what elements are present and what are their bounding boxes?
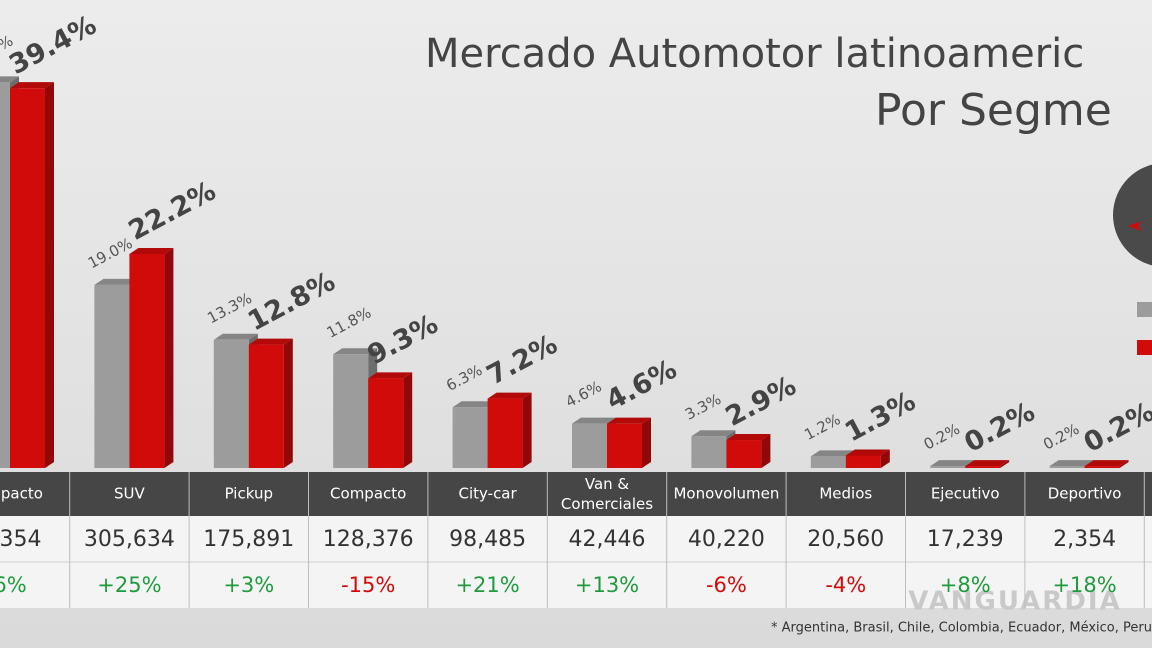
bar [333, 354, 369, 468]
bar-top [1084, 460, 1129, 467]
category-label: Deportivo [1048, 485, 1122, 503]
category-label: Compacto [330, 485, 406, 503]
change-cell: +3% [223, 573, 274, 597]
logo-circle [1113, 164, 1152, 266]
bar-top [452, 401, 497, 408]
change-cell: +13% [575, 573, 639, 597]
bar-side [522, 392, 532, 468]
bar-top [1049, 460, 1094, 467]
change-cell: -6% [706, 573, 747, 597]
bar [572, 423, 607, 468]
bar [94, 284, 130, 468]
category-label: ompacto [0, 485, 43, 503]
change-cell: 6% [0, 573, 27, 597]
bar-side [761, 434, 771, 468]
units-cell: 20,560 [807, 527, 884, 552]
change-cell: +21% [455, 573, 519, 597]
bar [0, 82, 10, 469]
change-cell: +25% [97, 573, 161, 597]
units-cell: 2,354 [1053, 527, 1116, 552]
change-cell: -15% [341, 573, 395, 597]
footnote: * Argentina, Brasil, Chile, Colombia, Ec… [771, 621, 1152, 636]
bar-side [880, 449, 890, 468]
bar [10, 88, 45, 469]
change-cell: -4% [825, 573, 866, 597]
bar-top [248, 338, 293, 345]
bar-top [810, 450, 855, 457]
bar [607, 423, 642, 468]
bar [726, 440, 762, 468]
bar-side [283, 338, 293, 468]
bar [452, 407, 488, 468]
bar-side [45, 82, 54, 469]
units-cell: 2,354 [0, 527, 41, 552]
category-label: Monovolumen [673, 485, 779, 503]
change-cell: +8% [940, 573, 991, 597]
bar-top [129, 247, 174, 254]
units-cell: 17,239 [927, 527, 1004, 552]
bar-top [487, 392, 532, 399]
bar [129, 253, 165, 468]
bar [248, 344, 284, 468]
bar-top [691, 430, 736, 437]
bar-side [642, 417, 651, 468]
bar-side [1000, 460, 1010, 468]
bar [691, 436, 727, 468]
category-label: Medios [819, 485, 872, 503]
units-cell: 42,446 [569, 527, 646, 552]
units-cell: 40,220 [688, 527, 765, 552]
category-label: Ejecutivo [931, 485, 1000, 503]
category-label: Van & Comerciales [561, 475, 653, 513]
bar-top [333, 348, 378, 355]
category-line: Van & [585, 475, 630, 493]
bar [930, 466, 966, 468]
bar-top [94, 278, 139, 285]
units-cell: 128,376 [323, 527, 414, 552]
bar [213, 339, 249, 468]
bar [487, 398, 523, 468]
bar [1084, 466, 1120, 468]
category-label: SUV [114, 485, 146, 503]
units-cell: 98,485 [449, 527, 526, 552]
units-cell: 175,891 [203, 527, 294, 552]
bar [810, 456, 846, 468]
bar-top [368, 372, 413, 379]
bar-top [607, 417, 651, 424]
bar [1049, 466, 1085, 468]
bar-top [726, 434, 771, 441]
logo-mark [1128, 221, 1142, 231]
category-line: Comerciales [561, 495, 653, 513]
bar-top [213, 333, 258, 340]
legend-swatch [1137, 340, 1152, 355]
units-cell: 305,634 [84, 527, 175, 552]
chart-subtitle: Por Segme [875, 85, 1112, 136]
change-cell: +18% [1052, 573, 1116, 597]
category-label: Pickup [225, 485, 273, 503]
bar-top [10, 82, 54, 89]
bar [845, 455, 881, 468]
table-header [0, 472, 1152, 516]
bar-top [0, 76, 19, 83]
bar [368, 378, 404, 468]
bar-side [403, 372, 413, 468]
bar-side [164, 247, 174, 468]
bar-side [1119, 460, 1129, 468]
bar-top [572, 417, 616, 424]
legend-swatch [1137, 302, 1152, 317]
bar-top [930, 460, 975, 467]
bar-top [965, 460, 1010, 467]
bar [965, 466, 1001, 468]
chart-title: Mercado Automotor latinoameric [425, 31, 1084, 77]
category-label: City-car [459, 485, 518, 503]
watermark: VANGUARDIA [908, 587, 1121, 617]
bar-top [845, 449, 890, 456]
